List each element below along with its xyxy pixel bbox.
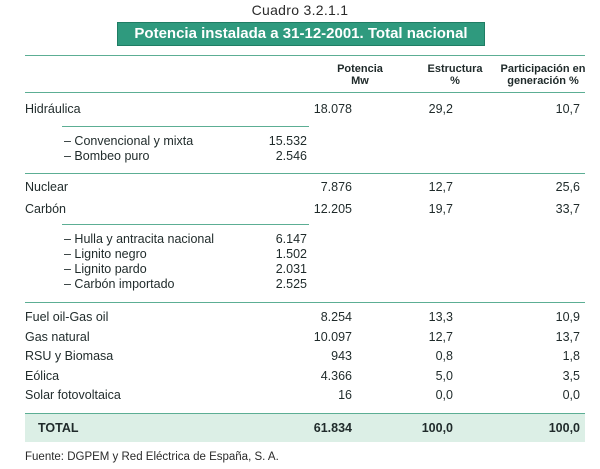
cell-participacion-total: 100,0 bbox=[548, 421, 580, 435]
subrow-label-convencional: – Convencional y mixta bbox=[64, 134, 194, 148]
header-potencia: Potencia Mw bbox=[337, 63, 383, 87]
row-label-eolica: Eólica bbox=[25, 369, 60, 383]
table-title: Potencia instalada a 31-12-2001. Total n… bbox=[117, 22, 485, 46]
cell-potencia-rsu: 943 bbox=[331, 349, 352, 363]
row-label-total: TOTAL bbox=[38, 421, 79, 435]
total-top-rule bbox=[25, 413, 585, 414]
header-participacion: Participación en generación % bbox=[500, 63, 586, 87]
cell-potencia-hidraulica: 18.078 bbox=[313, 102, 352, 116]
subrow-value-hulla: 6.147 bbox=[275, 232, 307, 246]
row-label-solar: Solar fotovoltaica bbox=[25, 388, 121, 402]
cell-estructura-nuclear: 12,7 bbox=[428, 180, 453, 194]
subrow-value-lignito-pardo: 2.031 bbox=[275, 262, 307, 276]
subgroup-rule-carbon bbox=[62, 224, 309, 225]
cell-potencia-carbon: 12.205 bbox=[313, 202, 352, 216]
row-label-gas: Gas natural bbox=[25, 330, 90, 344]
cell-participacion-fuel: 10,9 bbox=[555, 310, 580, 324]
cell-participacion-nuclear: 25,6 bbox=[555, 180, 580, 194]
cell-estructura-eolica: 5,0 bbox=[435, 369, 453, 383]
header-top-rule bbox=[25, 55, 585, 56]
subgroup-rule-hidraulica bbox=[62, 126, 309, 127]
cell-estructura-gas: 12,7 bbox=[428, 330, 453, 344]
row-label-carbon: Carbón bbox=[25, 202, 66, 216]
cell-participacion-rsu: 1,8 bbox=[562, 349, 580, 363]
row-label-nuclear: Nuclear bbox=[25, 180, 69, 194]
subrow-value-lignito-negro: 1.502 bbox=[275, 247, 307, 261]
cell-participacion-hidraulica: 10,7 bbox=[555, 102, 580, 116]
cell-estructura-fuel: 13,3 bbox=[428, 310, 453, 324]
subrow-label-carbon-importado: – Carbón importado bbox=[64, 277, 175, 291]
cell-estructura-carbon: 19,7 bbox=[428, 202, 453, 216]
cell-estructura-rsu: 0,8 bbox=[435, 349, 453, 363]
group-rule-2 bbox=[25, 302, 585, 303]
row-label-rsu: RSU y Biomasa bbox=[25, 349, 114, 363]
row-label-hidraulica: Hidráulica bbox=[25, 102, 81, 116]
subrow-value-bombeo: 2.546 bbox=[275, 149, 307, 163]
cell-participacion-gas: 13,7 bbox=[555, 330, 580, 344]
header-estructura: Estructura% bbox=[427, 63, 483, 87]
cell-participacion-carbon: 33,7 bbox=[555, 202, 580, 216]
row-label-fuel: Fuel oil-Gas oil bbox=[25, 310, 109, 324]
cell-potencia-gas: 10.097 bbox=[313, 330, 352, 344]
group-rule-1 bbox=[25, 173, 585, 174]
cell-participacion-eolica: 3,5 bbox=[562, 369, 580, 383]
cell-potencia-solar: 16 bbox=[338, 388, 352, 402]
subrow-label-hulla: – Hulla y antracita nacional bbox=[64, 232, 215, 246]
cell-estructura-solar: 0,0 bbox=[435, 388, 453, 402]
cell-potencia-fuel: 8.254 bbox=[320, 310, 352, 324]
cell-potencia-nuclear: 7.876 bbox=[320, 180, 352, 194]
cell-estructura-total: 100,0 bbox=[421, 421, 453, 435]
cell-participacion-solar: 0,0 bbox=[562, 388, 580, 402]
cell-potencia-total: 61.834 bbox=[313, 421, 352, 435]
cell-estructura-hidraulica: 29,2 bbox=[428, 102, 453, 116]
total-row-band bbox=[25, 414, 585, 442]
table-caption: Cuadro 3.2.1.1 bbox=[251, 2, 349, 18]
subrow-label-lignito-pardo: – Lignito pardo bbox=[64, 262, 147, 276]
cell-potencia-eolica: 4.366 bbox=[320, 369, 352, 383]
subrow-label-lignito-negro: – Lignito negro bbox=[64, 247, 147, 261]
subrow-value-carbon-importado: 2.525 bbox=[275, 277, 307, 291]
subrow-value-convencional: 15.532 bbox=[268, 134, 307, 148]
subrow-label-bombeo: – Bombeo puro bbox=[64, 149, 150, 163]
source-note: Fuente: DGPEM y Red Eléctrica de España,… bbox=[25, 451, 279, 463]
header-bottom-rule bbox=[25, 92, 585, 93]
